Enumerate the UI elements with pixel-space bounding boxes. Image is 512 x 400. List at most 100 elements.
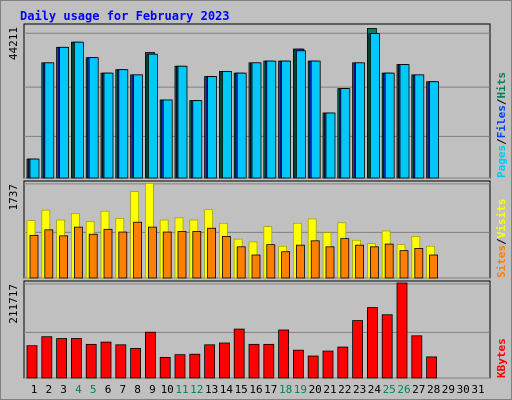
pages-bar [192,100,203,179]
legend-hits: Hits [495,72,508,99]
legend-pages: Pages [495,145,508,178]
day-2-requests [41,62,55,179]
day-24-requests [366,28,380,179]
sites-bar [88,233,98,279]
day-13-requests [204,76,218,179]
sites-bar [384,243,394,279]
legend-separator: / [495,138,508,145]
sites-bar [221,236,231,279]
day-label-5: 5 [90,383,97,396]
sites-bar [147,226,157,279]
pages-bar [310,60,321,179]
day-label-12: 12 [190,383,203,396]
pages-bar [251,62,262,179]
day-label-29: 29 [442,383,455,396]
visitors-panel: 1737 Sites/Visits [7,180,508,279]
day-21-requests [322,112,336,179]
day-11-kbytes-bar [174,354,186,379]
day-1-requests [26,158,40,179]
day-17-kbytes-bar [263,343,275,379]
pages-bar [325,112,336,179]
day-label-22: 22 [338,383,351,396]
day-label-16: 16 [249,383,262,396]
day-4-requests [71,41,84,179]
sites-bar [236,246,246,279]
day-25-kbytes-bar [381,314,393,379]
day-label-20: 20 [309,383,322,396]
visitors-ymax-label: 1737 [7,184,20,211]
day-16-visitors [248,241,261,279]
sites-bar [192,231,202,279]
day-8-requests [130,74,144,179]
day-22-visitors [337,222,350,279]
day-24-visitors [366,243,379,279]
sites-bar [340,238,350,279]
day-14-requests [218,71,232,179]
day-9-requests [144,52,158,179]
day-label-2: 2 [45,383,52,396]
day-11-requests [174,65,188,179]
day-9-kbytes-bar [144,331,156,379]
legend-separator: / [495,238,508,245]
day-20-requests [307,60,321,179]
pages-bar [74,41,84,179]
requests-legend: Pages/Files/Hits [495,72,508,178]
day-5-requests [85,57,99,179]
day-26-visitors [396,244,409,279]
pages-bar [340,88,351,179]
day-20-visitors [307,218,320,279]
day-21-kbytes-bar [322,350,334,379]
day-9-visitors [144,182,157,279]
requests-ymax-label: 44211 [7,27,20,60]
pages-bar [295,50,306,179]
pages-bar [177,65,188,179]
legend-kbytes: KBytes [495,338,508,378]
day-label-8: 8 [134,383,141,396]
day-26-kbytes-bar [396,282,408,379]
pages-bar [103,72,114,179]
day-label-28: 28 [427,383,440,396]
day-18-requests [278,60,292,179]
day-16-kbytes-bar [248,343,260,379]
pages-bar [147,53,158,179]
day-19-requests [292,48,306,179]
pages-bar [162,99,173,179]
day-28-kbytes-bar [426,356,438,379]
pages-bar [44,62,55,179]
day-2-kbytes-bar [41,336,53,379]
day-label-21: 21 [323,383,336,396]
day-24-kbytes-bar [366,307,378,379]
day-label-11: 11 [175,383,188,396]
pages-bar [414,74,425,179]
sites-bar [310,240,320,279]
sites-bar [44,229,54,279]
day-label-9: 9 [149,383,156,396]
pages-bar [281,60,292,179]
day-label-6: 6 [105,383,112,396]
day-15-visitors [233,238,246,279]
day-label-4: 4 [75,383,82,396]
day-15-kbytes-bar [233,328,245,379]
day-label-30: 30 [457,383,470,396]
day-label-10: 10 [161,383,174,396]
day-22-requests [337,88,351,179]
kbytes-panel: 211717 KBytes [7,280,508,379]
day-23-visitors [352,239,365,279]
day-label-27: 27 [412,383,425,396]
day-label-19: 19 [294,383,307,396]
day-19-kbytes-bar [292,349,304,379]
day-13-visitors [204,209,217,279]
day-7-visitors [115,217,128,279]
day-11-visitors [174,217,187,279]
day-18-visitors [278,245,291,279]
day-23-kbytes-bar [352,320,364,379]
day-8-kbytes-bar [130,347,142,379]
sites-bar [177,231,187,279]
pages-bar [221,71,232,179]
kbytes-legend: KBytes [495,338,508,378]
day-label-13: 13 [205,383,218,396]
day-17-requests [263,60,277,179]
day-12-kbytes-bar [189,353,201,379]
sites-bar [266,244,276,279]
